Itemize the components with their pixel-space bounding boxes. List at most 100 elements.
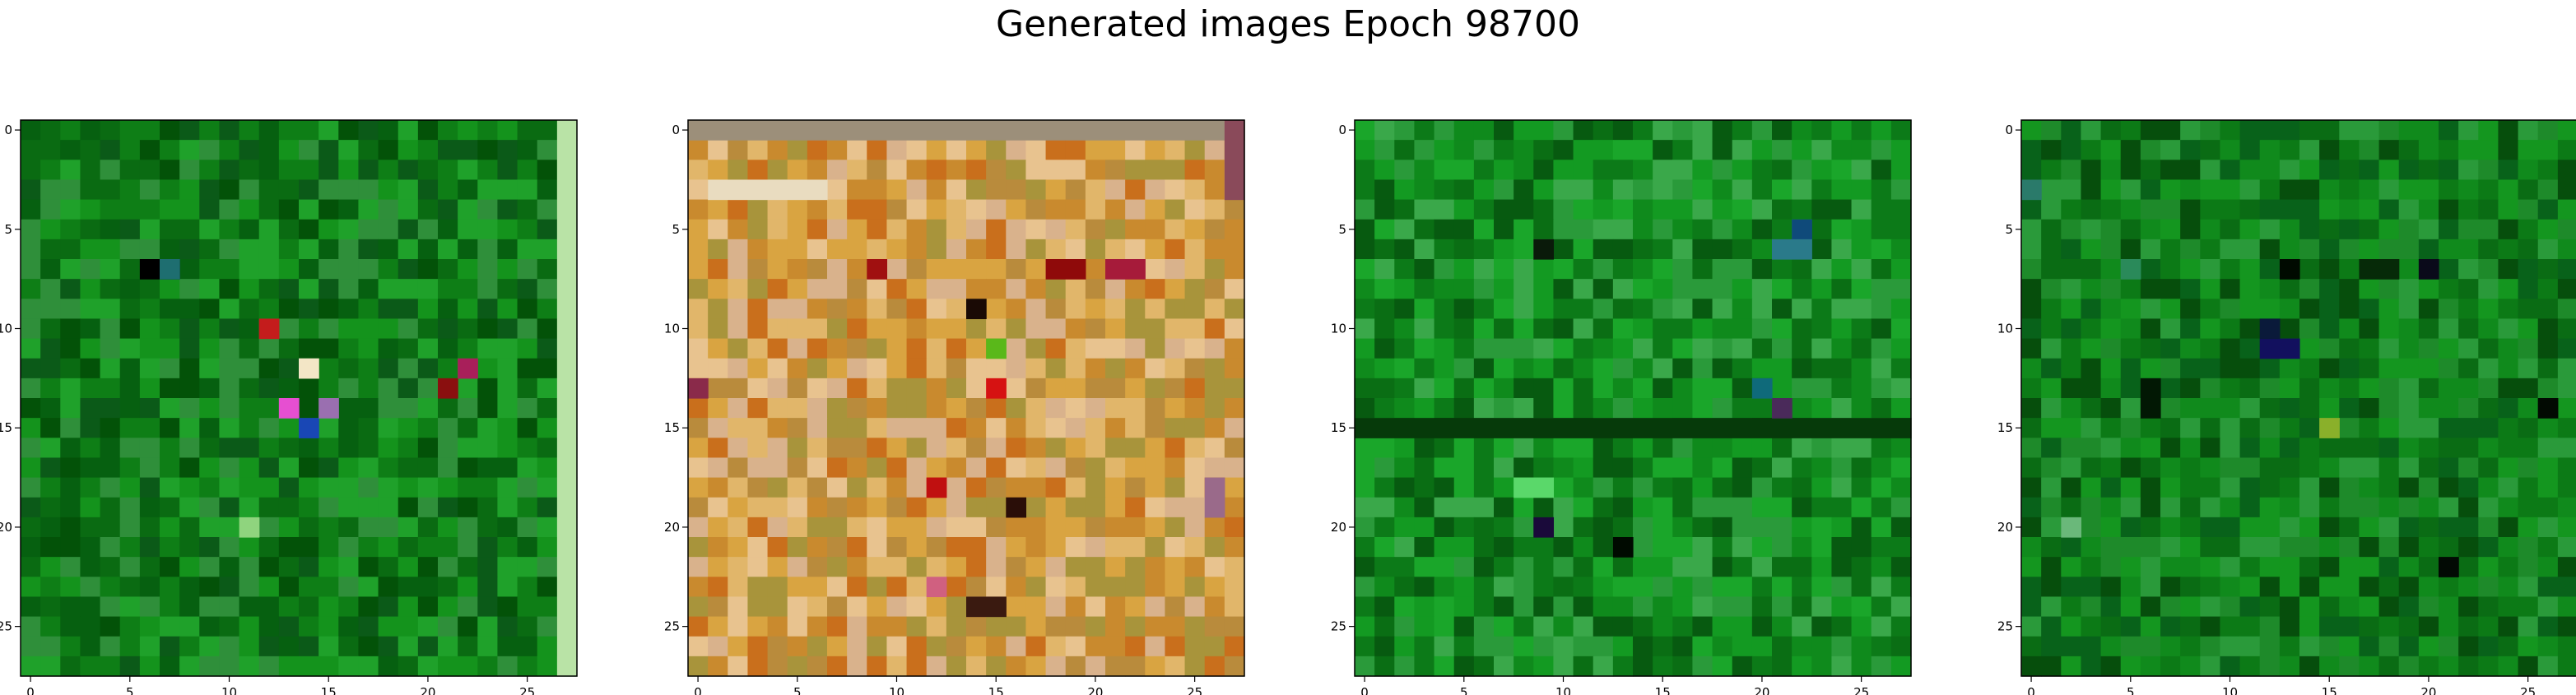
pixel bbox=[1204, 577, 1225, 598]
pixel bbox=[1125, 140, 1146, 160]
pixel bbox=[2061, 279, 2082, 299]
pixel bbox=[946, 477, 967, 498]
x-tick-label: 15 bbox=[1655, 685, 1671, 695]
pixel bbox=[378, 477, 399, 498]
pixel bbox=[40, 457, 61, 479]
pixel bbox=[438, 656, 458, 677]
pixel bbox=[1414, 656, 1435, 677]
pixel bbox=[1831, 596, 1853, 618]
pixel bbox=[1414, 477, 1435, 498]
pixel bbox=[2398, 338, 2420, 359]
pixel bbox=[219, 199, 240, 220]
pixel bbox=[1811, 477, 1833, 498]
pixel bbox=[80, 140, 101, 160]
pixel bbox=[847, 338, 867, 359]
pixel bbox=[1414, 596, 1435, 618]
pixel bbox=[2140, 279, 2161, 299]
pixel bbox=[2339, 199, 2360, 220]
pixel bbox=[2418, 477, 2439, 498]
pixel bbox=[2339, 398, 2360, 419]
pixel bbox=[1494, 616, 1514, 637]
pixel bbox=[2478, 457, 2499, 479]
pixel bbox=[239, 656, 260, 677]
pixel bbox=[1085, 259, 1106, 280]
pixel bbox=[1732, 378, 1753, 399]
pixel bbox=[1533, 140, 1555, 160]
pixel bbox=[299, 636, 319, 657]
pixel bbox=[1871, 457, 1892, 479]
pixel bbox=[2041, 279, 2062, 299]
pixel bbox=[160, 577, 180, 598]
pixel bbox=[1105, 199, 1126, 220]
pixel bbox=[1085, 179, 1106, 201]
pixel bbox=[517, 199, 538, 220]
pixel bbox=[2439, 577, 2459, 598]
pixel bbox=[2160, 299, 2181, 320]
pixel bbox=[747, 517, 769, 538]
pixel bbox=[1355, 120, 1375, 141]
pixel bbox=[708, 160, 728, 181]
pixel bbox=[199, 179, 221, 201]
pixel bbox=[966, 279, 987, 299]
pixel bbox=[1792, 378, 1812, 399]
pixel bbox=[119, 259, 141, 280]
pixel bbox=[827, 418, 848, 438]
pixel bbox=[179, 120, 200, 141]
pixel bbox=[966, 557, 987, 577]
pixel bbox=[2458, 299, 2479, 320]
pixel bbox=[807, 497, 828, 518]
pixel bbox=[160, 477, 180, 498]
pixel bbox=[1394, 338, 1416, 359]
pixel bbox=[1045, 418, 1067, 438]
pixel bbox=[299, 160, 319, 181]
pixel bbox=[119, 477, 141, 498]
pixel bbox=[458, 279, 478, 299]
pixel bbox=[2418, 338, 2439, 359]
pixel bbox=[299, 477, 319, 498]
pixel bbox=[497, 557, 518, 577]
pixel bbox=[1712, 239, 1733, 260]
pixel bbox=[1573, 120, 1594, 141]
pixel-highlight bbox=[1772, 239, 1812, 260]
pixel bbox=[278, 477, 300, 498]
pixel bbox=[728, 457, 749, 479]
pixel bbox=[278, 438, 300, 459]
pixel bbox=[1045, 219, 1067, 240]
pixel bbox=[1553, 120, 1574, 141]
x-tick-label: 0 bbox=[26, 685, 35, 695]
pixel-highlight bbox=[1792, 219, 1812, 240]
pixel bbox=[2458, 160, 2479, 181]
pixel bbox=[338, 160, 360, 181]
pixel-highlight bbox=[2259, 318, 2281, 340]
pixel bbox=[1374, 219, 1395, 240]
pixel bbox=[119, 557, 141, 577]
pixel bbox=[378, 517, 399, 538]
pixel bbox=[60, 577, 81, 598]
pixel bbox=[278, 596, 300, 618]
pixel bbox=[1105, 239, 1126, 260]
pixel bbox=[2081, 259, 2102, 280]
pixel bbox=[1165, 219, 1186, 240]
pixel bbox=[2319, 636, 2340, 657]
pixel bbox=[2398, 378, 2420, 399]
pixel bbox=[1224, 517, 1245, 538]
pixel bbox=[119, 318, 141, 340]
pixel bbox=[458, 199, 478, 220]
pixel bbox=[319, 259, 339, 280]
pixel bbox=[1792, 497, 1812, 518]
pixel bbox=[1732, 219, 1753, 240]
pixel bbox=[239, 160, 260, 181]
pixel bbox=[438, 219, 458, 240]
pixel bbox=[139, 497, 160, 518]
pixel bbox=[1890, 577, 1912, 598]
pixel bbox=[1494, 438, 1514, 459]
pixel bbox=[497, 457, 518, 479]
pixel bbox=[1025, 239, 1047, 260]
pixel bbox=[867, 517, 888, 538]
pixel bbox=[119, 239, 141, 260]
pixel bbox=[2458, 219, 2479, 240]
pixel bbox=[847, 438, 867, 459]
pixel bbox=[2081, 517, 2102, 538]
pixel bbox=[2120, 120, 2141, 141]
